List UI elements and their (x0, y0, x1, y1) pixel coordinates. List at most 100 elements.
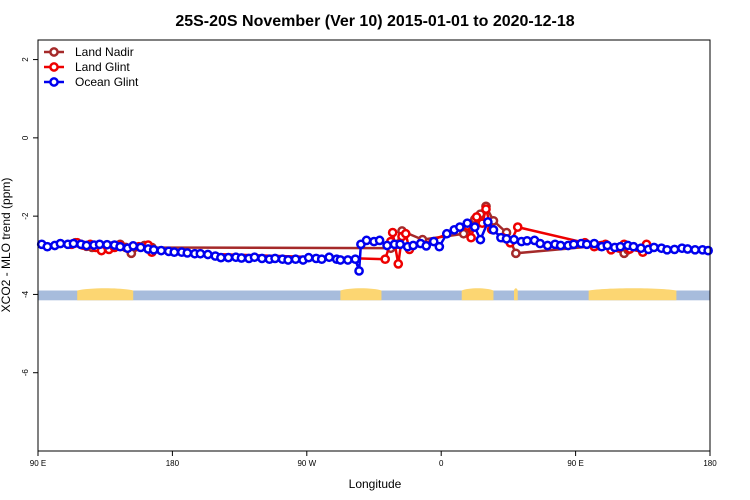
data-point (350, 254, 361, 265)
data-point (481, 204, 491, 214)
data-point (148, 244, 159, 255)
x-tick-label: 180 (166, 459, 180, 468)
data-point (483, 217, 493, 227)
data-point (395, 239, 405, 250)
data-point (615, 241, 626, 252)
x-tick-label: 90 E (30, 459, 46, 468)
data-point (223, 252, 234, 263)
data-point (509, 234, 519, 245)
data-point (374, 235, 385, 246)
x-tick-label: 0 (439, 459, 444, 468)
data-point (102, 239, 112, 250)
data-point (236, 253, 247, 263)
data-point (182, 248, 193, 258)
y-tick-label: -2 (21, 212, 30, 220)
data-point (249, 252, 260, 263)
data-point (382, 240, 392, 251)
data-point (303, 252, 314, 263)
legend-marker (49, 62, 59, 72)
data-point (283, 255, 293, 265)
data-point (421, 241, 432, 251)
data-point (466, 232, 476, 243)
legend-marker (49, 47, 59, 57)
data-point (475, 234, 486, 245)
data-point (662, 244, 672, 255)
data-point (511, 248, 521, 259)
chart-title: 25S-20S November (Ver 10) 2015-01-01 to … (175, 13, 574, 30)
y-axis-label: XCO2 - MLO trend (ppm) (0, 178, 13, 313)
data-point (68, 238, 79, 249)
legend-label: Land Nadir (75, 45, 134, 59)
data-point (169, 247, 180, 258)
data-point (387, 227, 398, 238)
data-point (462, 218, 473, 229)
legend-label: Land Glint (75, 60, 130, 74)
data-point (290, 254, 301, 265)
data-point (568, 239, 579, 250)
data-point (669, 244, 680, 255)
data-point (335, 255, 346, 265)
data-point (55, 238, 66, 249)
legend-item-land-glint: Land Glint (44, 60, 130, 74)
data-point (316, 254, 327, 265)
data-point (216, 252, 226, 263)
data-point (270, 253, 280, 264)
legend-item-land-nadir: Land Nadir (44, 45, 134, 59)
data-point (682, 244, 693, 254)
data-point (380, 254, 391, 265)
y-axis: 2 0 -2 -4 -6 (21, 57, 38, 376)
data-point (156, 245, 167, 256)
data-point (81, 240, 92, 251)
plot-frame (37, 39, 711, 452)
data-point (535, 238, 545, 249)
data-point (469, 222, 480, 232)
data-point (408, 240, 419, 251)
series-layer (36, 201, 713, 276)
land-span-2 (461, 288, 494, 301)
x-axis-label: Longitude (349, 477, 402, 491)
data-point (42, 241, 53, 252)
y-tick-label: 2 (21, 57, 30, 62)
data-point (361, 235, 372, 246)
data-point (393, 259, 404, 269)
land-span-4 (588, 288, 677, 301)
data-point (555, 240, 566, 251)
data-point (343, 255, 353, 265)
data-point (115, 241, 125, 252)
land-ocean-band (38, 288, 710, 301)
y-tick-label: -6 (21, 369, 30, 377)
data-point (636, 243, 646, 254)
data-point (522, 235, 532, 246)
data-point (455, 222, 465, 232)
x-tick-label: 90 W (297, 459, 316, 468)
data-point (703, 245, 713, 256)
land-span-1 (340, 288, 382, 301)
data-point (203, 249, 213, 260)
data-point (135, 242, 146, 253)
data-point (128, 241, 139, 251)
legend-marker (49, 77, 59, 87)
legend-label: Ocean Glint (75, 75, 139, 89)
data-point (542, 240, 553, 251)
x-tick-label: 180 (703, 459, 717, 468)
data-point (628, 241, 639, 252)
data-point (195, 248, 206, 259)
data-point (589, 238, 600, 249)
data-point (581, 239, 592, 250)
legend-item-ocean-glint: Ocean Glint (44, 75, 139, 89)
data-point (441, 228, 452, 239)
data-point (94, 239, 105, 250)
data-point (471, 212, 482, 222)
data-point (400, 228, 411, 239)
y-tick-label: 0 (21, 135, 30, 140)
land-span-3 (514, 288, 518, 301)
data-point (649, 242, 659, 253)
data-point (434, 241, 445, 252)
data-point (257, 253, 267, 264)
data-point (324, 252, 335, 263)
x-tick-label: 90 E (567, 459, 583, 468)
land-span-0 (77, 288, 134, 301)
data-point (690, 244, 700, 255)
